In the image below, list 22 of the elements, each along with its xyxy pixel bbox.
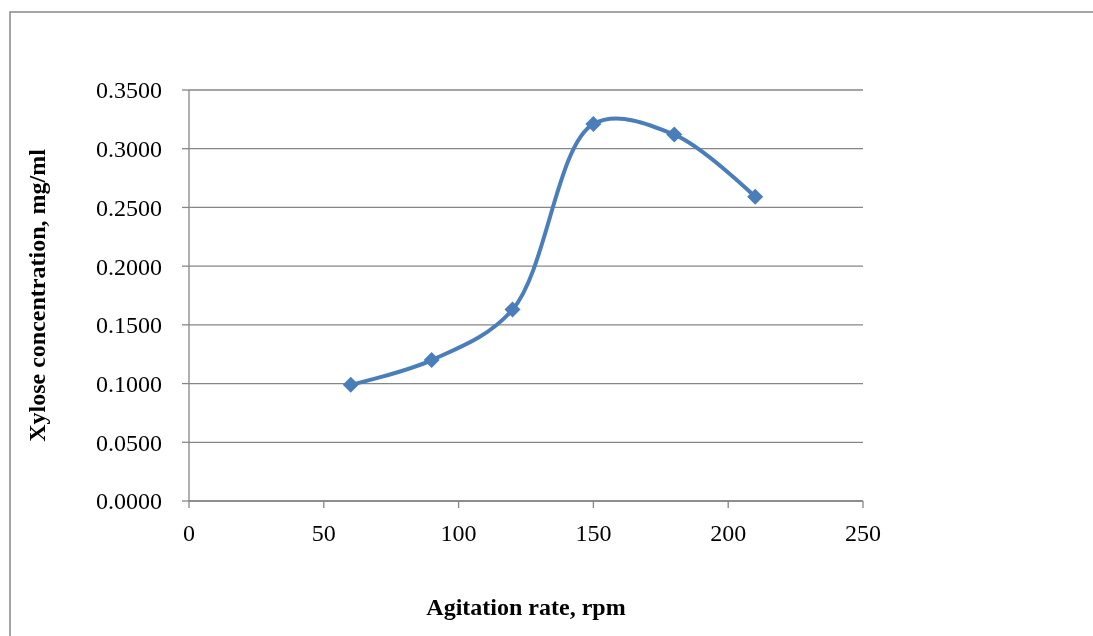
y-tick-label: 0.0000 (96, 488, 162, 515)
x-tick-label: 50 (311, 520, 336, 546)
y-tick-label: 0.1500 (96, 312, 162, 339)
y-tick-label: 0.2500 (96, 194, 162, 221)
y-tick-label: 0.0500 (96, 429, 162, 456)
x-tick-label: 250 (845, 520, 881, 546)
x-tick-label: 150 (575, 520, 612, 546)
point (423, 352, 440, 369)
point (342, 376, 359, 393)
x-tick-label: 100 (440, 520, 477, 546)
point (585, 116, 602, 133)
y-axis-title: Xylose concentration, mg/ml (24, 148, 50, 442)
point (504, 301, 521, 318)
y-tick-label: 0.3500 (96, 77, 162, 104)
y-tick-label: 0.3000 (96, 136, 162, 163)
point (666, 126, 683, 143)
x-axis-title: Agitation rate, rpm (426, 594, 626, 620)
x-tick-label: 0 (183, 520, 195, 546)
point (747, 188, 764, 205)
y-tick-label: 0.2000 (96, 253, 162, 280)
y-tick-label: 0.1000 (96, 370, 162, 397)
x-tick-label: 200 (710, 520, 747, 546)
